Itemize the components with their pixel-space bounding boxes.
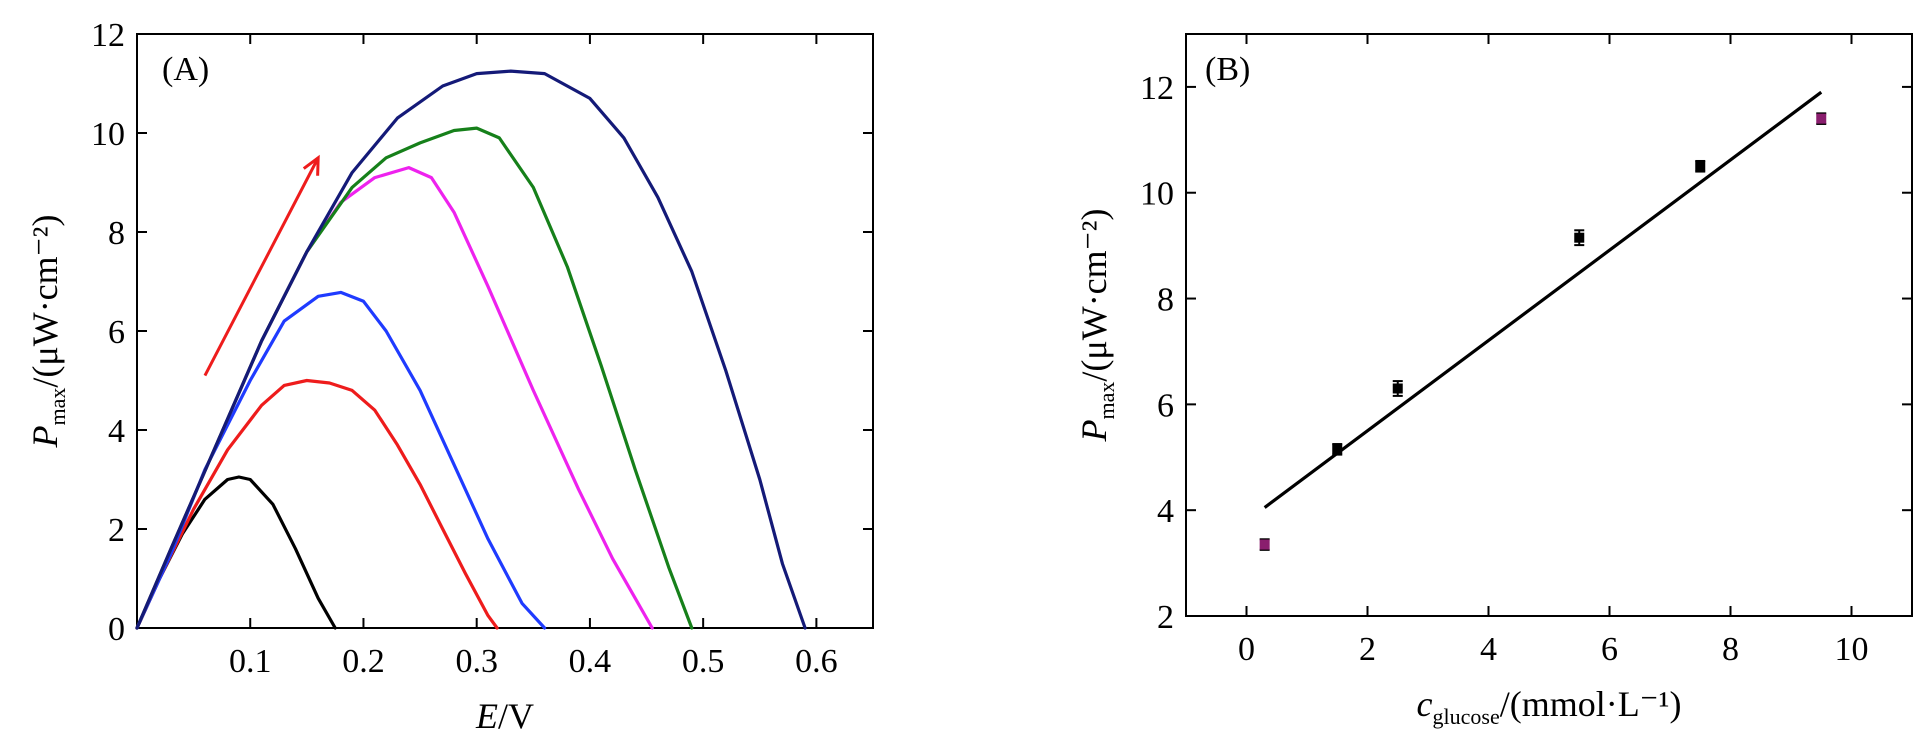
y-tick-label: 8 [108,215,125,252]
x-tick-label: 0.6 [795,643,838,680]
plot-frame [1185,33,1913,617]
data-point [1574,232,1585,243]
x-tick-label: 0.5 [682,643,725,680]
x-tick-label: 0.2 [342,643,385,680]
data-point [1332,444,1343,455]
x-axis-label: cglucose/(mmol·L⁻¹) [1417,684,1682,729]
x-tick-label: 0.4 [569,643,612,680]
chart-panel-a: 0.1 0.2 0.3 0.4 0.5 0.6 0 2 4 6 8 10 12 (A) E/V Pmax/(μ… [25,17,874,736]
trend-arrow [203,157,320,377]
x-tick-label: 10 [1835,631,1869,668]
x-tick-label: 6 [1601,631,1618,668]
y-tick-label: 0 [108,611,125,648]
panel-label: (A) [162,51,209,88]
y-tick-label: 4 [108,413,125,450]
y-tick-label: 10 [1140,176,1174,213]
series-line-2 [135,378,499,630]
x-tick-label: 0.1 [229,643,272,680]
x-tick-label: 0.3 [455,643,498,680]
y-tick-label: 8 [1157,282,1174,319]
plot-frame [136,33,874,629]
x-axis-label: E/V [475,696,534,736]
y-axis-label: Pmax/(μW·cm⁻²) [1074,209,1119,443]
chart-panel-b: 0 2 4 6 8 10 2 4 6 8 10 12 (B) cglucose/(mmol·L⁻¹) Pma… [1074,33,1913,729]
fit-line [1263,90,1823,509]
y-axis-label: Pmax/(μW·cm⁻²) [25,215,70,449]
y-tick-label: 6 [108,314,125,351]
x-tick-label: 8 [1722,631,1739,668]
series-line-6 [135,69,807,630]
data-point [1259,539,1270,550]
x-tick-label: 2 [1359,631,1376,668]
y-tick-label: 12 [91,17,125,54]
data-point [1816,113,1827,124]
data-point [1695,161,1706,172]
series-line-3 [135,290,547,630]
series-line-4 [135,166,654,630]
trend-arrow-head [302,154,320,176]
y-tick-label: 10 [91,116,125,153]
y-tick-label: 12 [1140,70,1174,107]
y-tick-label: 6 [1157,387,1174,424]
y-tick-label: 2 [108,512,125,549]
x-tick-label: 4 [1480,631,1497,668]
data-point [1392,383,1403,394]
y-tick-label: 2 [1157,599,1174,636]
y-tick-label: 4 [1157,493,1174,530]
x-tick-label: 0 [1238,631,1255,668]
series-line-1 [135,475,337,630]
panel-label: (B) [1205,51,1250,88]
